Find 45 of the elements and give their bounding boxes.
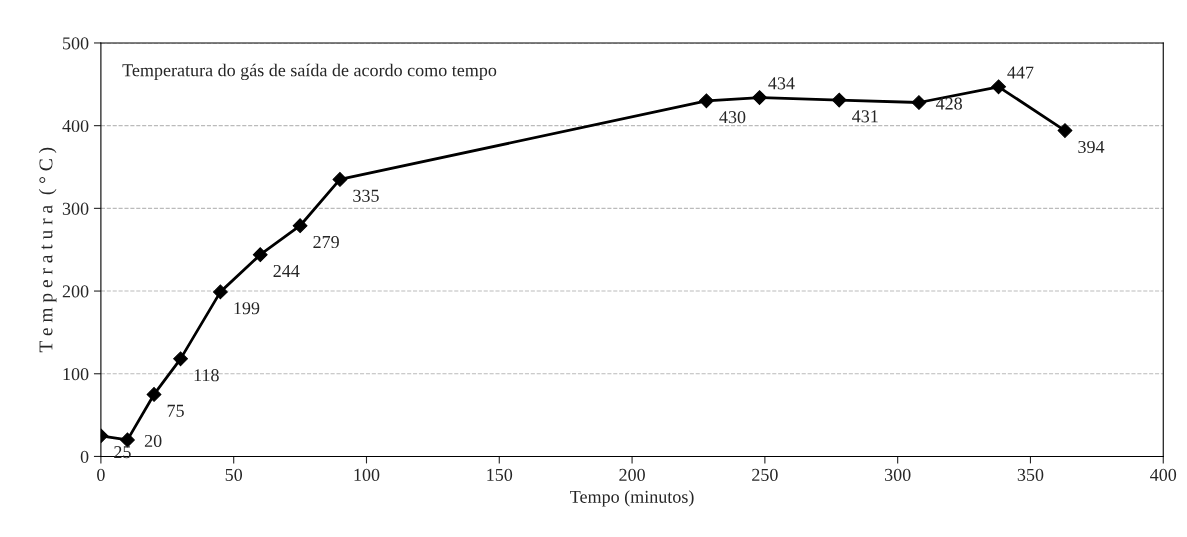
x-tick-label: 100 — [354, 468, 380, 481]
y-tick-label: 200 — [62, 285, 89, 298]
x-tick-label: 50 — [225, 468, 243, 481]
data-label: 447 — [1007, 66, 1034, 79]
data-label: 279 — [313, 235, 339, 249]
x-tick-label: 150 — [487, 468, 513, 481]
data-label: 20 — [144, 434, 162, 448]
data-label: 430 — [719, 111, 746, 124]
data-label: 199 — [234, 302, 260, 315]
x-tick-label: 250 — [752, 468, 778, 481]
y-tick-label: 300 — [62, 202, 89, 215]
point — [146, 387, 162, 402]
point — [173, 351, 188, 367]
data-label: 75 — [167, 404, 184, 417]
x-tick-label: 300 — [884, 468, 911, 481]
y-tick-label: 500 — [63, 37, 89, 50]
point — [332, 172, 348, 187]
point — [213, 284, 228, 300]
data-label: 434 — [768, 77, 795, 90]
point — [699, 93, 714, 109]
x-tick-label: 400 — [1150, 468, 1177, 481]
data-label: 335 — [353, 189, 379, 202]
y-tick-label: 0 — [80, 450, 89, 463]
point — [292, 218, 308, 234]
point — [120, 432, 135, 448]
point — [1057, 123, 1073, 139]
x-tick-label: 200 — [619, 468, 645, 481]
point — [831, 92, 847, 108]
y-tick-label: 400 — [62, 119, 89, 133]
data-label: 118 — [194, 369, 219, 382]
point — [252, 247, 268, 263]
point — [752, 90, 767, 105]
x-axis-title: Tempo (minutos) — [570, 490, 694, 507]
point — [991, 79, 1006, 95]
annotation: Temperatura do gás de saída de acordo como tempo — [122, 63, 497, 81]
data-label: 244 — [273, 264, 300, 277]
point — [911, 95, 927, 110]
data-label: 394 — [1078, 140, 1105, 154]
y-tick-label: 100 — [63, 368, 89, 381]
x-tick-label: 350 — [1017, 468, 1044, 481]
data-label: 428 — [935, 97, 962, 110]
x-tick-label: 0 — [97, 468, 105, 481]
data-label: 431 — [852, 110, 878, 123]
y-axis-title: T e m p e r a t u r a ( ° C ) — [38, 147, 57, 353]
data-label: 25 — [114, 446, 131, 459]
